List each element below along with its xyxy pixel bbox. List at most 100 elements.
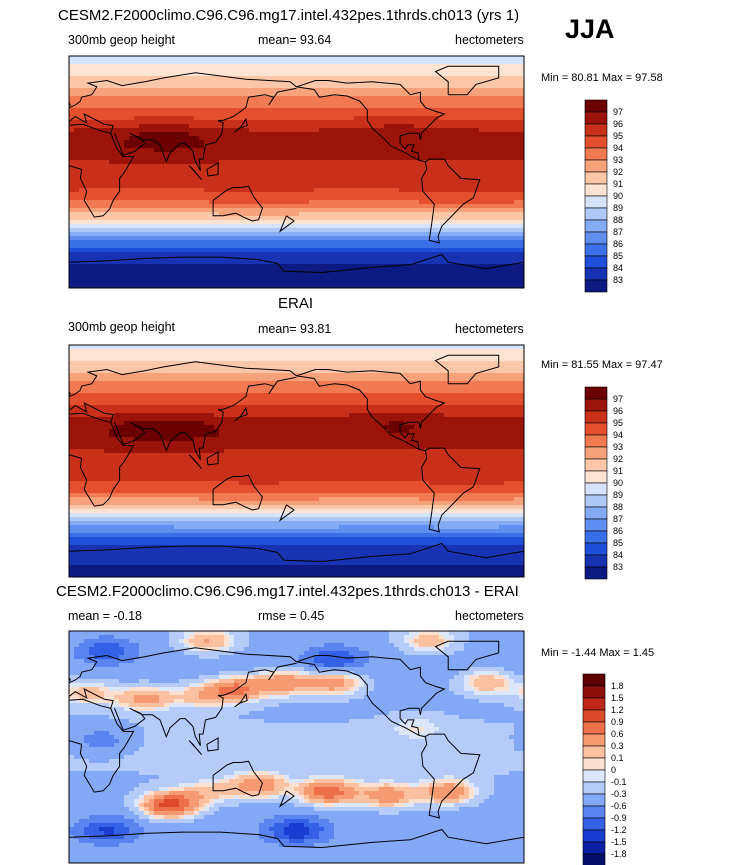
colorbar-box xyxy=(582,829,606,843)
colorbar-box xyxy=(584,231,608,245)
coastline xyxy=(69,828,524,849)
colorbar-box xyxy=(584,470,608,484)
colorbar-box xyxy=(582,709,606,723)
colorbar-box xyxy=(582,685,606,699)
colorbar-tick-label: 95 xyxy=(613,131,623,141)
colorbar-tick-label: -1.8 xyxy=(611,849,627,859)
colorbar-tick-label: 87 xyxy=(613,514,623,524)
colorbar-tick-label: 96 xyxy=(613,406,623,416)
colorbar-box xyxy=(584,494,608,508)
coastline xyxy=(434,640,500,671)
coastline xyxy=(69,647,297,691)
colorbar-tick-label: -0.9 xyxy=(611,813,627,823)
colorbar-tick-label: -0.1 xyxy=(611,777,627,787)
colorbar-box xyxy=(584,207,608,221)
colorbar-tick-label: -0.6 xyxy=(611,801,627,811)
colorbar-box xyxy=(584,566,608,580)
colorbar-tick-label: 85 xyxy=(613,538,623,548)
map-panel-3 xyxy=(68,630,525,864)
coastline xyxy=(69,361,297,405)
colorbar-tick-label: 90 xyxy=(613,478,623,488)
coastline xyxy=(69,688,114,709)
panel1-variable-label: 300mb geop height xyxy=(68,33,176,47)
coastline xyxy=(114,376,297,460)
coastline xyxy=(212,185,263,222)
colorbar-2: 97 96 95 94 93 92 91 90 89 88 87 86 85 84 83 xyxy=(584,386,623,580)
panel2-variable-label: 300mb geop height xyxy=(68,320,176,334)
colorbar-tick-label: 97 xyxy=(613,107,623,117)
colorbar-box xyxy=(584,410,608,424)
colorbar-tick-label: 94 xyxy=(613,143,623,153)
colorbar-tick-label: 92 xyxy=(613,167,623,177)
colorbar-tick-label: 97 xyxy=(613,394,623,404)
coastline xyxy=(296,655,481,819)
colorbar-box xyxy=(582,733,606,747)
colorbar-tick-label: 87 xyxy=(613,227,623,237)
colorbar-box xyxy=(584,530,608,544)
colorbar-box xyxy=(584,267,608,281)
colorbar-box xyxy=(582,805,606,819)
colorbar-tick-label: 88 xyxy=(613,502,623,512)
coastline xyxy=(212,474,263,511)
map-panel-1 xyxy=(68,55,525,289)
coastline xyxy=(278,215,295,233)
colorbar-box xyxy=(584,243,608,257)
colorbar-box xyxy=(582,769,606,783)
colorbar-tick-label: 1.2 xyxy=(611,705,624,715)
colorbar-box xyxy=(584,171,608,185)
colorbar-tick-label: 0.3 xyxy=(611,741,624,751)
colorbar-tick-label: 86 xyxy=(613,239,623,249)
map-frame xyxy=(68,55,525,289)
colorbar-box xyxy=(584,542,608,556)
colorbar-tick-label: 93 xyxy=(613,155,623,165)
colorbar-box xyxy=(584,111,608,125)
colorbar-tick-label: 86 xyxy=(613,526,623,536)
colorbar-tick-label: 0.9 xyxy=(611,717,624,727)
colorbar-box xyxy=(584,159,608,173)
colorbar-box xyxy=(582,673,606,687)
colorbar-tick-label: 0.6 xyxy=(611,729,624,739)
coastline xyxy=(296,80,481,244)
colorbar-tick-label: 0.1 xyxy=(611,753,624,763)
panel1-minmax-label: Min = 80.81 Max = 97.58 xyxy=(541,72,663,84)
colorbar-tick-label: -1.5 xyxy=(611,837,627,847)
coastline xyxy=(69,253,524,274)
colorbar-tick-label: 90 xyxy=(613,191,623,201)
coastline xyxy=(188,454,203,470)
panel1-title: CESM2.F2000climo.C96.C96.mg17.intel.432p… xyxy=(58,7,520,24)
colorbar-tick-label: 84 xyxy=(613,263,623,273)
panel3-title: CESM2.F2000climo.C96.C96.mg17.intel.432p… xyxy=(56,583,519,600)
coastline xyxy=(296,369,481,533)
colorbar-box xyxy=(584,279,608,293)
coastline xyxy=(278,504,295,522)
colorbar-tick-label: 89 xyxy=(613,203,623,213)
colorbar-box xyxy=(584,422,608,436)
coastline xyxy=(114,87,297,171)
colorbar-tick-label: -1.2 xyxy=(611,825,627,835)
panel3-rmse-label: rmse = 0.45 xyxy=(258,609,325,623)
colorbar-box xyxy=(582,793,606,807)
colorbar-tick-label: 96 xyxy=(613,119,623,129)
coastline xyxy=(234,406,248,422)
panel1-mean-label: mean= 93.64 xyxy=(258,33,332,47)
colorbar-tick-label: 1.5 xyxy=(611,693,624,703)
colorbar-box xyxy=(582,745,606,759)
coastline xyxy=(434,65,500,96)
colorbar-tick-label: 0 xyxy=(611,765,616,775)
panel2-title: ERAI xyxy=(278,295,314,312)
coastline xyxy=(69,72,297,116)
colorbar-tick-label: 94 xyxy=(613,430,623,440)
colorbar-tick-label: 93 xyxy=(613,442,623,452)
map-frame xyxy=(68,344,525,578)
colorbar-tick-label: 88 xyxy=(613,215,623,225)
colorbar-box xyxy=(584,518,608,532)
coastline xyxy=(69,412,135,507)
colorbar-box xyxy=(582,757,606,771)
panel3-minmax-label: Min = -1.44 Max = 1.45 xyxy=(541,647,655,659)
coastline xyxy=(69,698,135,793)
coastline xyxy=(434,354,500,385)
colorbar-box xyxy=(582,841,606,855)
colorbar-box xyxy=(584,434,608,448)
colorbar-box xyxy=(584,458,608,472)
